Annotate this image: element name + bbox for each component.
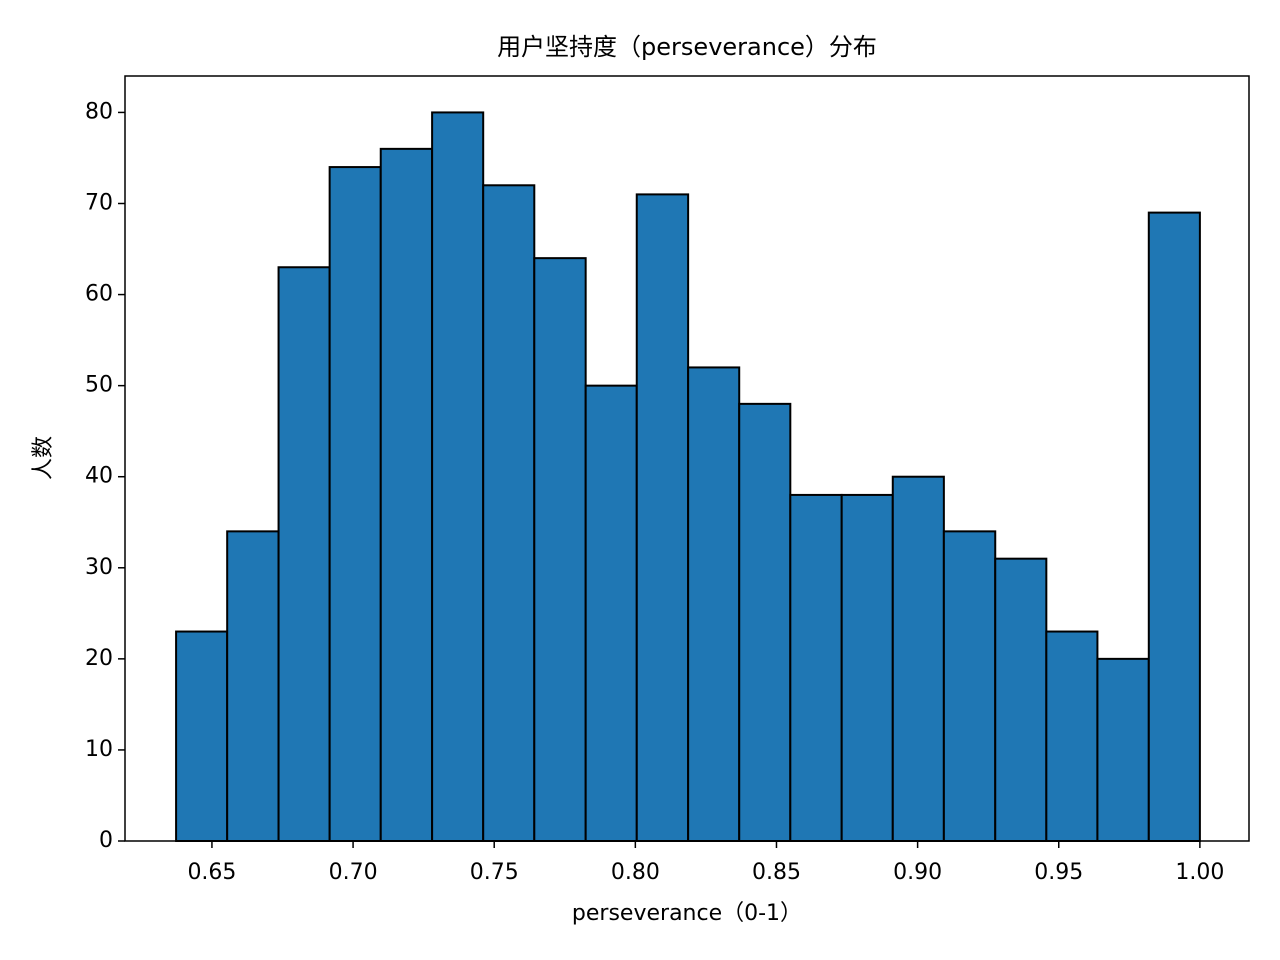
histogram-bar: [840, 493, 894, 842]
x-tick-label: 0.95: [1034, 860, 1083, 885]
x-tick-label: 1.00: [1175, 860, 1224, 885]
y-tick-label: 20: [85, 646, 113, 671]
y-tick-label: 80: [85, 99, 113, 124]
x-tick-label: 0.90: [893, 860, 942, 885]
y-axis-label: 人数: [31, 436, 56, 480]
histogram-bar: [277, 266, 331, 842]
histogram-bar: [1147, 211, 1201, 843]
histogram-bar: [635, 193, 690, 842]
histogram-bar: [1096, 657, 1150, 842]
histogram-bar: [687, 366, 741, 842]
y-tick-label: 70: [85, 191, 113, 216]
histogram-bar: [789, 493, 843, 842]
x-tick-label: 0.75: [470, 860, 519, 885]
x-tick-label: 0.65: [187, 860, 236, 885]
histogram-bar: [891, 475, 945, 842]
histogram-bar: [533, 257, 587, 842]
histogram-bar: [175, 630, 229, 842]
x-axis-label: perseverance（0-1）: [572, 901, 802, 926]
histogram-bar: [379, 147, 434, 843]
plot-frame: [124, 75, 1250, 842]
y-tick-label: 60: [85, 282, 113, 307]
y-tick-label: 40: [85, 464, 113, 489]
histogram-bar: [1045, 630, 1099, 842]
x-tick-label: 0.85: [752, 860, 801, 885]
y-tick-label: 0: [99, 828, 113, 853]
histogram-bar: [994, 557, 1048, 843]
chart-title: 用户坚持度（perseverance）分布: [497, 33, 877, 61]
histogram-bar: [584, 384, 638, 842]
y-tick-label: 30: [85, 555, 113, 580]
y-tick-label: 10: [85, 737, 113, 762]
x-tick-label: 0.80: [611, 860, 660, 885]
histogram-bar: [942, 530, 997, 842]
y-tick-label: 50: [85, 373, 113, 398]
histogram-bar: [738, 402, 792, 842]
histogram-bar: [482, 184, 536, 843]
histogram-bar: [226, 530, 280, 842]
histogram-bar: [328, 166, 382, 843]
histogram-bar: [431, 111, 485, 842]
x-tick-label: 0.70: [329, 860, 378, 885]
